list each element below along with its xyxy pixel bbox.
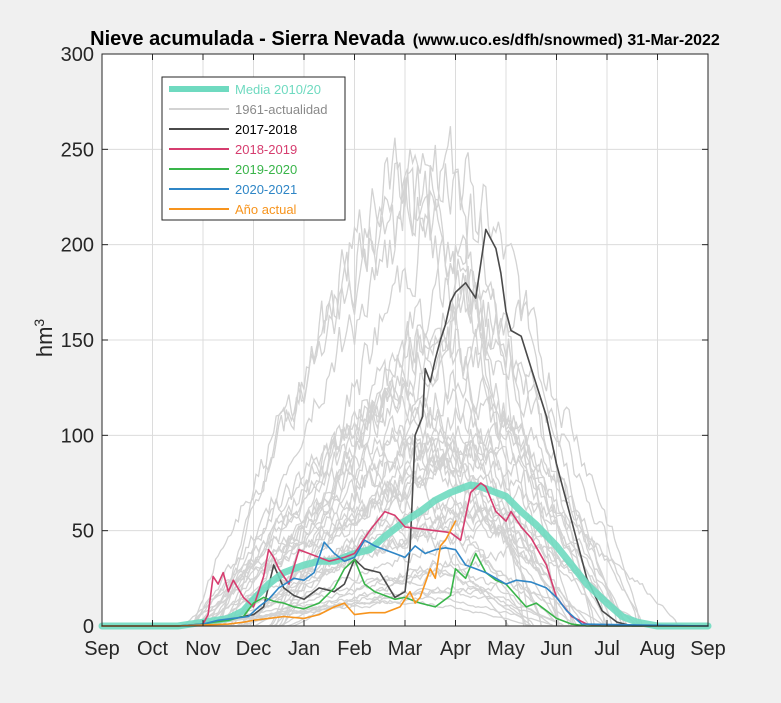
x-axis-ticks: Sep Oct Nov Dec Jan Feb Mar Apr May Jun Jul Aug Sep: [84, 54, 726, 660]
series-line-a-o-actual: [101, 520, 457, 627]
chart-title: Nieve acumulada - Sierra Nevada (www.uco.…: [90, 28, 720, 50]
y-axis-label-base: hm: [32, 327, 57, 358]
y-axis-ticks: 0 50 100 150 200 250 300: [61, 44, 708, 638]
chart-title-main: Nieve acumulada - Sierra Nevada: [90, 28, 405, 50]
x-tick-label: Jun: [540, 638, 572, 660]
series-lines: [98, 228, 712, 630]
x-tick-label: Sep: [690, 638, 726, 660]
legend-label: Año actual: [235, 202, 297, 217]
x-tick-label: Apr: [440, 638, 471, 660]
y-tick-label: 200: [61, 235, 94, 257]
x-tick-label: Sep: [84, 638, 120, 660]
y-axis-label: hm3: [31, 319, 57, 358]
legend-label: 1961-actualidad: [235, 102, 328, 117]
legend-label: 2018-2019: [235, 142, 297, 157]
x-tick-label: Mar: [388, 638, 423, 660]
y-tick-label: 150: [61, 330, 94, 352]
series-line-2020-2021: [101, 539, 709, 627]
x-tick-label: May: [487, 638, 525, 660]
legend-label: 2020-2021: [235, 182, 297, 197]
legend: Media 2010/20 1961-actualidad 2017-2018 201…: [161, 76, 346, 221]
x-tick-label: Nov: [185, 638, 221, 660]
series-line-2017-2018: [101, 228, 709, 627]
legend-label: 2017-2018: [235, 122, 297, 137]
y-tick-label: 250: [61, 139, 94, 161]
y-tick-label: 300: [61, 44, 94, 66]
x-tick-label: Aug: [640, 638, 676, 660]
y-tick-label: 50: [72, 521, 94, 543]
legend-label: 2019-2020: [235, 162, 297, 177]
series-line-2019-2020: [101, 552, 709, 627]
x-tick-label: Feb: [337, 638, 371, 660]
x-tick-label: Oct: [137, 638, 169, 660]
y-tick-label: 0: [83, 616, 94, 638]
series-line-2018-2019: [101, 482, 709, 627]
x-tick-label: Jan: [288, 638, 320, 660]
legend-label: Media 2010/20: [235, 82, 321, 97]
x-tick-label: Dec: [236, 638, 272, 660]
chart-title-subtitle: (www.uco.es/dfh/snowmed) 31-Mar-2022: [413, 32, 720, 49]
y-tick-label: 100: [61, 425, 94, 447]
y-axis-label-superscript: 3: [31, 319, 47, 327]
x-tick-label: Jul: [594, 638, 620, 660]
